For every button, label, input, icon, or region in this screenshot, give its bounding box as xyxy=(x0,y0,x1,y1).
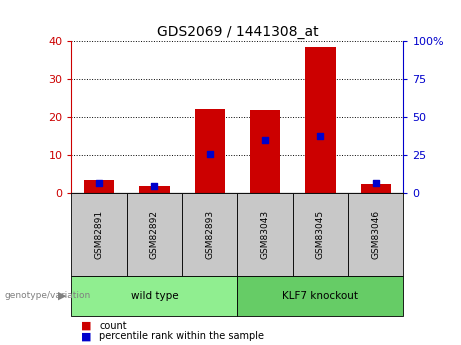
Title: GDS2069 / 1441308_at: GDS2069 / 1441308_at xyxy=(157,25,318,39)
Text: GSM82892: GSM82892 xyxy=(150,210,159,259)
Text: GSM83046: GSM83046 xyxy=(371,210,380,259)
Text: wild type: wild type xyxy=(130,291,178,301)
Text: count: count xyxy=(99,321,127,331)
Point xyxy=(151,184,158,189)
Text: genotype/variation: genotype/variation xyxy=(5,291,91,300)
Point xyxy=(317,134,324,139)
Text: GSM82891: GSM82891 xyxy=(95,210,104,259)
Text: ▶: ▶ xyxy=(58,291,66,301)
Text: GSM83043: GSM83043 xyxy=(260,210,270,259)
Bar xyxy=(84,180,114,193)
Point xyxy=(95,180,103,185)
Bar xyxy=(361,184,391,193)
Text: KLF7 knockout: KLF7 knockout xyxy=(283,291,358,301)
Bar xyxy=(250,110,280,193)
Text: GSM82893: GSM82893 xyxy=(205,210,214,259)
Point xyxy=(261,137,269,143)
Text: GSM83045: GSM83045 xyxy=(316,210,325,259)
Point xyxy=(206,151,213,157)
Bar xyxy=(195,109,225,193)
Text: ■: ■ xyxy=(81,332,91,341)
Bar xyxy=(305,47,336,193)
Bar xyxy=(139,186,170,193)
Text: ■: ■ xyxy=(81,321,91,331)
Text: percentile rank within the sample: percentile rank within the sample xyxy=(99,332,264,341)
Point xyxy=(372,180,379,186)
